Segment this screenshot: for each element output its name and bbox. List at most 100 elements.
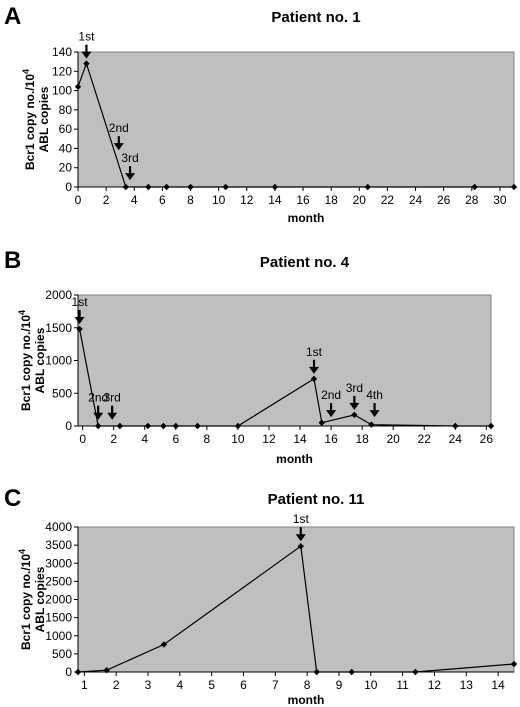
data-point	[368, 421, 375, 428]
data-point	[160, 641, 168, 648]
y-tick-label: 3500	[45, 538, 72, 552]
x-tick-label: 0	[79, 432, 86, 446]
data-point	[271, 183, 279, 191]
y-tick-label: 500	[52, 386, 72, 400]
y-tick-label: 4000	[45, 520, 72, 534]
data-point	[94, 422, 102, 430]
y-tick-label: 80	[59, 103, 73, 117]
data-point	[487, 422, 495, 430]
x-tick-label: 18	[355, 432, 369, 446]
annotation-label: 2nd	[88, 391, 108, 405]
x-tick-label: 28	[465, 193, 479, 207]
y-axis-label-line1: Bcr1 copy no./10	[19, 315, 33, 411]
annotation-label: 2nd	[321, 388, 341, 402]
plot-area	[77, 51, 515, 188]
annotation-label: 3rd	[103, 391, 120, 405]
data-point	[310, 375, 318, 383]
x-tick-label: 10	[212, 193, 226, 207]
data-point	[194, 422, 201, 430]
data-point	[172, 422, 180, 430]
y-tick-label: 0	[65, 180, 72, 194]
y-tick-label: 2000	[45, 288, 72, 302]
y-tick-label: 1000	[45, 629, 72, 643]
annotation-arrowhead	[125, 173, 136, 181]
data-point	[234, 422, 242, 430]
annotation-arrowhead	[113, 143, 124, 151]
x-tick-label: 6	[159, 193, 166, 207]
x-tick-label: 22	[381, 193, 395, 207]
annotation-arrowhead	[309, 366, 319, 374]
y-axis-label-superscript: 4	[17, 310, 27, 315]
data-point	[74, 668, 82, 676]
data-point	[103, 666, 110, 674]
x-tick-label: 11	[396, 678, 409, 692]
y-tick-label: 40	[59, 141, 73, 155]
x-tick-label: 26	[480, 432, 494, 446]
x-tick-label: 4	[141, 432, 148, 446]
data-point	[471, 183, 478, 191]
x-tick-label: 30	[493, 193, 507, 207]
y-axis-label-line1: Bcr1 copy no./10	[19, 554, 33, 650]
x-tick-label: 6	[240, 678, 247, 692]
x-tick-label: 9	[336, 678, 343, 692]
x-tick-label: 2	[110, 432, 117, 446]
data-point	[122, 183, 130, 191]
x-tick-label: 12	[240, 193, 254, 207]
x-tick-label: 10	[364, 678, 378, 692]
chart-panel-c: C Patient no. 11 0 500 1000 1500 2000 2500 3000 3…	[4, 485, 518, 707]
y-tick-label: 0	[65, 665, 72, 679]
y-tick-label: 1000	[45, 354, 72, 368]
x-tick-label: 16	[296, 193, 310, 207]
annotation-arrowhead	[81, 51, 92, 59]
data-point	[351, 411, 358, 419]
annotation-arrowhead	[326, 410, 337, 418]
y-tick-label: 1500	[45, 321, 72, 335]
y-tick-label: 2500	[45, 574, 72, 588]
x-tick-label: 24	[409, 193, 423, 207]
x-tick-label: 0	[75, 193, 82, 207]
annotation-label: 4th	[366, 388, 383, 402]
x-tick-label: 22	[418, 432, 432, 446]
plot-area	[77, 526, 515, 673]
data-point	[222, 183, 229, 191]
y-tick-label: 120	[52, 64, 72, 78]
x-tick-label: 4	[131, 193, 138, 207]
x-tick-label: 16	[324, 432, 338, 446]
panel-letter: C	[4, 485, 21, 512]
x-axis-label: month	[276, 452, 313, 466]
annotation-label: 1st	[293, 512, 310, 526]
data-point	[83, 60, 90, 67]
chart-title: Patient no. 11	[268, 491, 365, 508]
x-tick-label: 8	[187, 193, 194, 207]
y-axis-label-line2: ABL copies	[33, 566, 47, 632]
annotation-label: 2nd	[109, 121, 129, 135]
plot-area	[77, 294, 492, 427]
annotation-label: 3rd	[346, 381, 363, 395]
x-tick-label: 26	[437, 193, 451, 207]
y-tick-label: 0	[65, 419, 72, 433]
data-point	[412, 668, 419, 676]
x-axis-label: month	[288, 211, 325, 225]
x-tick-label: 5	[208, 678, 215, 692]
x-tick-label: 1	[81, 678, 88, 692]
data-point	[452, 422, 459, 430]
x-axis-label: month	[288, 693, 325, 707]
x-tick-label: 4	[176, 678, 183, 692]
x-tick-label: 14	[268, 193, 282, 207]
data-point	[74, 83, 82, 90]
y-axis-label: Bcr1 copy no./104 ABL copies	[17, 549, 47, 650]
y-tick-label: 2000	[45, 593, 72, 607]
annotation-arrowhead	[349, 402, 360, 410]
y-axis-label-superscript: 4	[21, 69, 31, 74]
x-tick-label: 18	[324, 193, 338, 207]
y-axis-label-line1: Bcr1 copy no./10	[23, 74, 37, 170]
y-tick-label: 140	[52, 45, 72, 59]
x-tick-label: 20	[353, 193, 367, 207]
data-point	[313, 668, 320, 676]
annotation-label: 1st	[306, 345, 323, 359]
data-point	[318, 419, 325, 426]
data-point	[160, 422, 167, 430]
x-tick-label: 14	[491, 678, 505, 692]
